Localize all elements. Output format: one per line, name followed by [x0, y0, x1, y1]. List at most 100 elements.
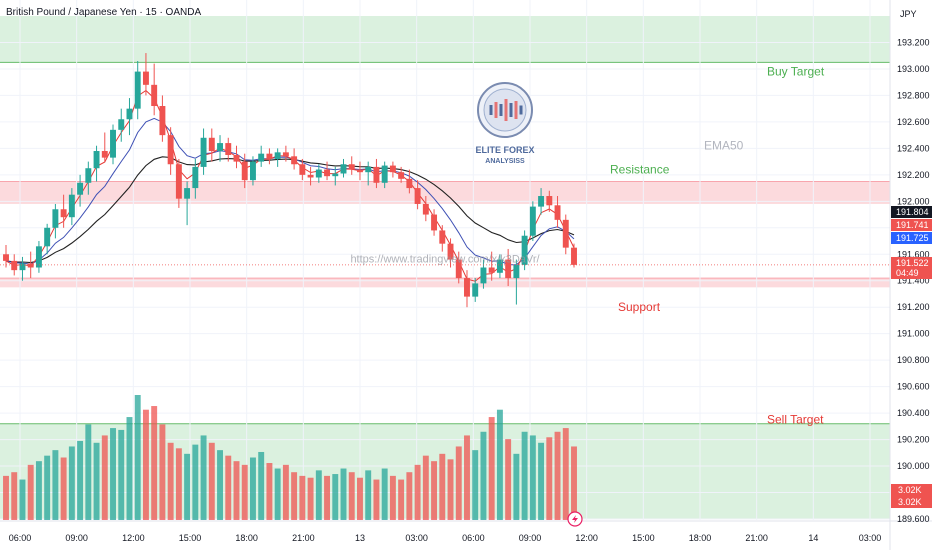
volume-bar — [439, 453, 446, 520]
logo-bar — [494, 102, 498, 118]
candle-body — [85, 168, 92, 183]
y-tick-0: 193.200 — [897, 37, 930, 47]
x-tick-3: 15:00 — [179, 533, 202, 543]
candle-body — [348, 164, 355, 170]
lightning-icon — [567, 511, 583, 527]
y-tick-14: 190.400 — [897, 408, 930, 418]
volume-bar — [505, 439, 512, 520]
volume-bar — [472, 450, 479, 520]
x-tick-9: 09:00 — [519, 533, 542, 543]
candle-body — [398, 172, 405, 179]
volume-bar — [324, 475, 331, 520]
volume-bar — [521, 431, 528, 520]
sell-target-label: Sell Target — [767, 413, 824, 427]
candle-body — [134, 71, 141, 109]
volume-label: 3.02K — [898, 485, 922, 495]
candle-body — [27, 263, 34, 268]
candle-body — [365, 166, 372, 173]
volume-bar — [571, 446, 577, 520]
currency-label: JPY — [900, 9, 917, 19]
volume-bar — [3, 475, 9, 520]
volume-bar — [151, 406, 158, 520]
candle-body — [546, 196, 553, 206]
candle-body — [332, 173, 339, 177]
volume-bar — [488, 417, 495, 520]
volume-bar — [373, 479, 380, 520]
volume-bar — [464, 435, 470, 520]
logo-bar — [504, 99, 508, 121]
volume-bar — [249, 457, 256, 520]
price-label-bg — [891, 206, 932, 218]
volume-bar — [554, 431, 561, 520]
candle-body — [299, 164, 306, 175]
x-tick-10: 12:00 — [575, 533, 598, 543]
y-tick-11: 191.000 — [897, 329, 930, 339]
logo-bar — [499, 104, 503, 116]
price-label: 191.804 — [896, 207, 929, 217]
volume-bar — [258, 451, 265, 520]
volume-bar — [406, 472, 413, 520]
volume-bar — [546, 437, 553, 520]
volume-bar — [217, 450, 223, 520]
x-tick-15: 03:00 — [859, 533, 882, 543]
candle-body — [35, 246, 42, 268]
logo-bar — [519, 105, 523, 115]
zone-2 — [0, 278, 890, 288]
y-tick-15: 190.200 — [897, 435, 930, 445]
x-tick-4: 18:00 — [235, 533, 258, 543]
x-tick-2: 12:00 — [122, 533, 145, 543]
watermark-url: https://www.tradingview.com/x/k3DaVr/ — [350, 254, 540, 266]
chart-title: British Pound / Japanese Yen · 15 · OAND… — [6, 7, 202, 18]
candle-body — [52, 209, 59, 228]
x-tick-5: 21:00 — [292, 533, 315, 543]
candle-body — [258, 153, 265, 162]
volume-bar — [175, 448, 182, 520]
candle-body — [274, 152, 281, 159]
volume-bar — [389, 475, 396, 520]
volume-bar — [431, 461, 438, 520]
resistance-label: Resistance — [610, 163, 670, 177]
volume-bar — [200, 435, 207, 520]
volume-bar — [496, 409, 503, 520]
volume-bar — [19, 479, 26, 520]
y-tick-4: 192.400 — [897, 143, 930, 153]
candle-body — [357, 169, 363, 173]
x-tick-6: 13 — [355, 533, 365, 543]
logo-text-2: ANALYSISS — [485, 158, 525, 165]
volume-bar — [513, 453, 520, 520]
volume-bar — [93, 442, 100, 520]
volume-bar — [208, 442, 215, 520]
volume-bar — [332, 474, 339, 520]
volume-bar — [398, 479, 405, 520]
volume-bar — [266, 463, 273, 520]
candle-body — [291, 156, 298, 165]
y-tick-10: 191.200 — [897, 302, 930, 312]
candle-body — [44, 227, 51, 247]
x-tick-7: 03:00 — [405, 533, 428, 543]
candle-body — [3, 254, 9, 261]
candle-body — [208, 137, 215, 152]
volume-bar — [85, 424, 92, 520]
candle-body — [472, 283, 479, 297]
volume-bar — [192, 444, 199, 520]
candle-body — [19, 263, 26, 271]
volume-bar — [142, 409, 149, 520]
x-tick-12: 18:00 — [689, 533, 712, 543]
candle-body — [101, 151, 108, 158]
candle-body — [167, 135, 174, 165]
candle-body — [315, 169, 322, 178]
candle-body — [282, 152, 289, 157]
volume-bar — [529, 435, 536, 520]
candle-body — [389, 165, 396, 173]
candle-body — [159, 106, 166, 136]
volume-bar — [126, 417, 133, 520]
volume-label-bg — [891, 496, 932, 508]
price-label-bg — [891, 232, 932, 244]
volume-bar — [11, 472, 18, 520]
volume-bar — [562, 428, 569, 520]
volume-bar — [118, 429, 125, 520]
logo-bar — [514, 101, 518, 119]
x-tick-11: 15:00 — [632, 533, 655, 543]
candle-body — [480, 267, 487, 284]
volume-bar — [381, 468, 388, 520]
